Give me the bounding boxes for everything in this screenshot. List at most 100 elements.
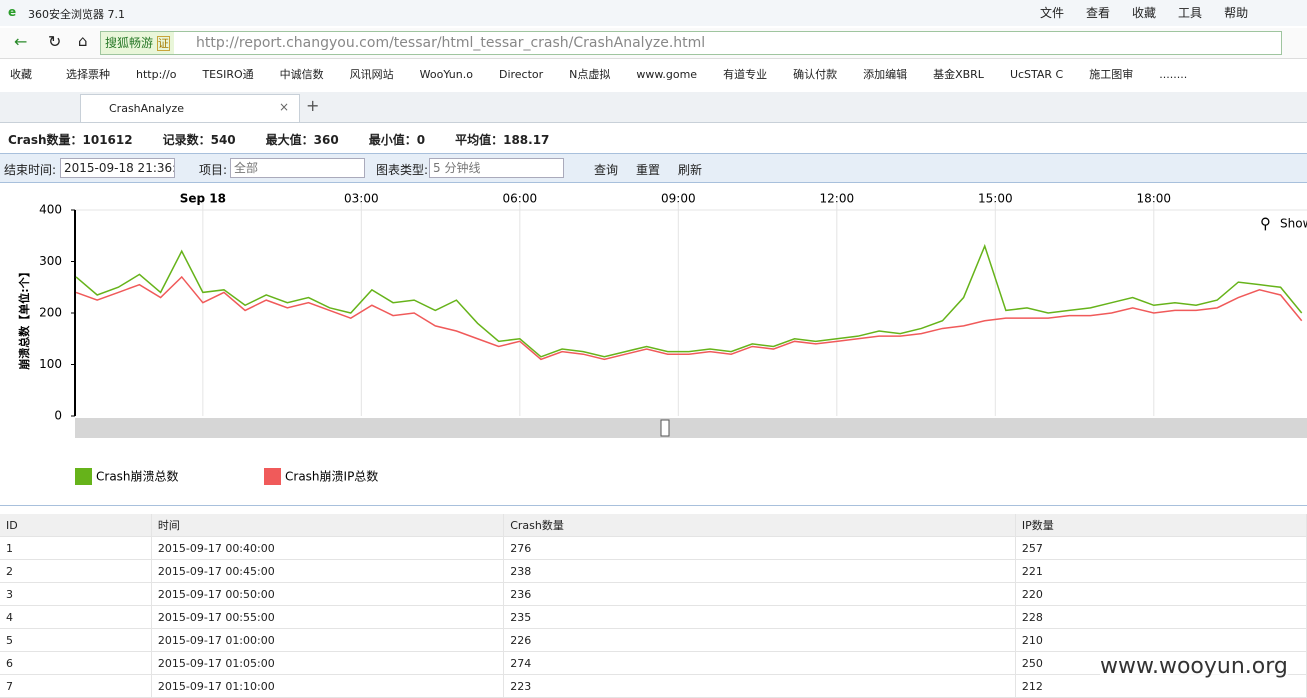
new-tab[interactable]: +: [306, 96, 320, 115]
cell: 274: [503, 651, 1016, 675]
bookmark: 选择票种: [66, 68, 110, 81]
cell: 2015-09-17 00:40:00: [151, 536, 505, 560]
cell: 236: [503, 582, 1016, 606]
row: 4 2015-09-17 00:55:00 235 228: [0, 605, 1307, 629]
cell: 238: [503, 559, 1016, 583]
bookmark: N点虚拟: [569, 68, 611, 81]
bookmark: ........: [1159, 68, 1188, 81]
series-line: [75, 243, 1303, 358]
menu-item: 收藏: [1132, 6, 1157, 20]
header-cell: 时间: [151, 514, 505, 537]
stat: 最小值：0: [368, 133, 426, 147]
cell: 1: [0, 536, 152, 560]
bookmark: www.gome: [636, 68, 698, 81]
end-label: 结束时间:: [4, 163, 57, 177]
cell: 3: [0, 582, 152, 606]
y-tick-label: 200: [39, 306, 62, 320]
cell: 226: [503, 628, 1016, 652]
tab-title: CrashAnalyze: [109, 102, 184, 115]
home-button[interactable]: ⌂: [78, 32, 88, 50]
x-tick-label: 09:00: [661, 192, 696, 206]
end-input[interactable]: 2015-09-18 21:36:5: [60, 158, 175, 178]
stat: Crash数量：101612: [8, 133, 133, 147]
address-bar[interactable]: 搜狐畅游 证 http://report.changyou.com/tessar…: [100, 31, 1282, 55]
tab[interactable]: CrashAnalyze ×: [80, 94, 300, 122]
row: 5 2015-09-17 01:00:00 226 210: [0, 628, 1307, 652]
menu-item: 查看: [1086, 6, 1111, 20]
row: 3 2015-09-17 00:50:00 236 220: [0, 582, 1307, 606]
x-tick-label: Sep 18: [180, 192, 226, 206]
type-select[interactable]: 5 分钟线: [429, 158, 564, 178]
bookmarks: 收藏 选择票种 http://o TESIRO通 中诚信数 风讯网站 WooYun.o Dir…: [10, 66, 1213, 82]
tab-close[interactable]: ×: [279, 100, 290, 114]
y-axis-label: 崩溃总数【单位:个】: [17, 266, 31, 369]
menu-item: 文件: [1040, 6, 1065, 20]
x-tick-label: 12:00: [820, 192, 855, 206]
cell: 257: [1015, 536, 1307, 560]
cell: 2: [0, 559, 152, 583]
bookmark: 基金XBRL: [933, 68, 984, 81]
bookmark: Director: [498, 68, 544, 81]
stat: 最大值：360: [265, 133, 339, 147]
cert: 证: [156, 36, 170, 51]
cell: 220: [1015, 582, 1307, 606]
x-tick-label: 18:00: [1136, 192, 1171, 206]
menu: 文件 查看 收藏 工具 帮助: [1040, 4, 1270, 21]
legend-swatch: [264, 468, 281, 485]
x-tick-label: 03:00: [344, 192, 379, 206]
cell: 4: [0, 605, 152, 629]
cell: 7: [0, 674, 152, 698]
y-tick-label: 300: [39, 254, 62, 268]
reload-button[interactable]: ↻: [48, 32, 62, 51]
bookmark: 确认付款: [793, 68, 838, 81]
bookmark: 有道专业: [723, 68, 768, 81]
cell: 223: [503, 674, 1016, 698]
chart: 崩溃总数【单位:个】 ⚲ Show 0 100 200 300 400 Sep 18 03:…: [17, 192, 1307, 485]
cell: 2015-09-17 01:05:00: [151, 651, 505, 675]
row: 2 2015-09-17 00:45:00 238 221: [0, 559, 1307, 583]
bookmark: 风讯网站: [349, 68, 394, 81]
zoom-icon[interactable]: ⚲: [1260, 215, 1271, 233]
scrollbar[interactable]: [75, 418, 1307, 438]
back-button[interactable]: ←: [14, 32, 28, 51]
header-row: ID 时间 Crash数量 IP数量: [0, 514, 1307, 537]
stats: Crash数量：101612 记录数：540 最大值：360 最小值：0 平均值：188…: [8, 131, 579, 148]
bookmark: 添加编辑: [863, 68, 908, 81]
header-cell: ID: [0, 514, 152, 537]
cell: 2015-09-17 00:50:00: [151, 582, 505, 606]
legend-swatch: [75, 468, 92, 485]
y-tick-label: 0: [54, 409, 62, 423]
button: 刷新: [678, 163, 703, 177]
cell: 2015-09-17 01:10:00: [151, 674, 505, 698]
cell: 6: [0, 651, 152, 675]
bookmark: 收藏: [10, 68, 32, 81]
cell: 2015-09-17 00:45:00: [151, 559, 505, 583]
header-cell: Crash数量: [503, 514, 1016, 537]
watermark: www.wooyun.org: [1100, 654, 1288, 679]
zoom-label[interactable]: Show: [1280, 217, 1307, 231]
cell: 2015-09-17 01:00:00: [151, 628, 505, 652]
buttons: 查询 重置 刷新: [576, 161, 702, 178]
site-text: 搜狐畅游: [105, 36, 154, 50]
cell: 5: [0, 628, 152, 652]
project-select[interactable]: 全部: [230, 158, 365, 178]
stat: 记录数：540: [162, 133, 236, 147]
title-bar: e 360安全浏览器 7.1 文件 查看 收藏 工具 帮助: [0, 0, 1307, 26]
tab-bar: CrashAnalyze × +: [0, 92, 1307, 123]
bookmark: 中诚信数: [279, 68, 324, 81]
bookmark: WooYun.o: [419, 68, 473, 81]
bookmark: UcSTAR C: [1009, 68, 1064, 81]
menu-item: 工具: [1178, 6, 1203, 20]
cell: 228: [1015, 605, 1307, 629]
data-table: ID 时间 Crash数量 IP数量 1 2015-09-17 00:40:00 276 25…: [0, 514, 1307, 698]
stat: 平均值：188.17: [455, 133, 550, 147]
legend-label: Crash崩溃IP总数: [285, 469, 378, 484]
scroll-handle[interactable]: [660, 419, 670, 437]
bookmark: http://o: [136, 68, 177, 81]
window-title: 360安全浏览器 7.1: [28, 8, 125, 21]
cell: 276: [503, 536, 1016, 560]
menu-item: 帮助: [1224, 6, 1249, 20]
url: http://report.changyou.com/tessar/html_t…: [196, 35, 706, 51]
cell: 235: [503, 605, 1016, 629]
